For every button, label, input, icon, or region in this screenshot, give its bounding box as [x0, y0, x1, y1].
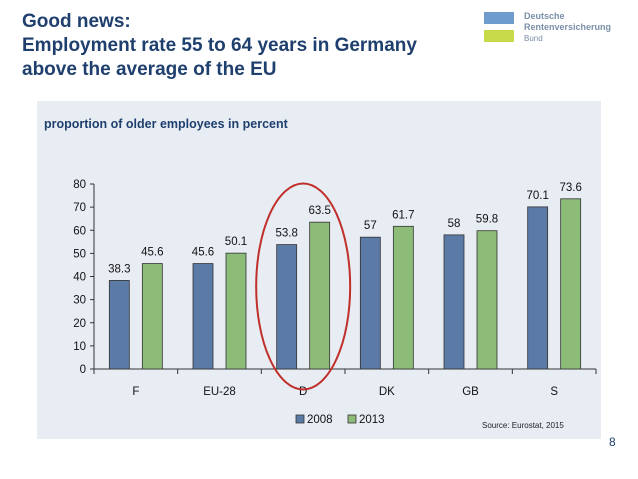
bar-2013-f — [141, 263, 163, 370]
y-tick-label: 30 — [73, 295, 86, 307]
data-label: 59.8 — [476, 214, 498, 226]
deutsche-rentenversicherung-logo: Deutsche Rentenversicherung Bund — [484, 11, 624, 48]
y-tick-label: 20 — [73, 318, 86, 330]
x-tick-label: EU-28 — [203, 386, 236, 398]
y-tick-label: 70 — [73, 202, 86, 214]
x-tick-label: DK — [379, 386, 395, 398]
y-tick-label: 0 — [80, 364, 86, 376]
page-number: 8 — [609, 435, 616, 449]
x-tick-label: D — [299, 386, 307, 398]
bar-2008-gb — [443, 234, 465, 370]
data-label: 45.6 — [141, 247, 163, 259]
legend-label-2008: 2008 — [307, 414, 333, 426]
legend-swatch-2008 — [295, 414, 305, 424]
bar-2008-dk — [359, 236, 381, 370]
data-label: 57 — [364, 220, 377, 232]
y-tick-label: 40 — [73, 272, 86, 284]
logo-line-1: Deutsche — [524, 11, 565, 21]
logo-line-2: Rentenversicherung — [524, 22, 612, 32]
bar-2008-s — [527, 206, 549, 370]
data-label: 61.7 — [392, 209, 414, 221]
legend-swatch-2013 — [347, 414, 357, 424]
logo-line-3: Bund — [524, 34, 543, 43]
slide-title: Good news: Employment rate 55 to 64 year… — [22, 10, 462, 82]
x-tick-label: F — [132, 386, 139, 398]
bar-2013-gb — [476, 230, 498, 370]
bar-2008-eu-28 — [192, 263, 214, 370]
chart-title: proportion of older employees in percent — [44, 117, 288, 131]
bar-2013-dk — [392, 225, 414, 370]
x-tick-label: S — [550, 386, 558, 398]
logo-green-bar — [484, 30, 514, 42]
bar-2008-d — [276, 244, 298, 370]
y-tick-label: 10 — [73, 341, 86, 353]
y-tick-label: 60 — [73, 225, 86, 237]
x-tick-label: GB — [462, 386, 479, 398]
bar-2013-s — [560, 198, 582, 370]
bar-2013-eu-28 — [225, 252, 247, 370]
title-line-2: Employment rate 55 to 64 years in German… — [22, 35, 417, 56]
title-line-1: Good news: — [22, 11, 131, 32]
source-note: Source: Eurostat, 2015 — [482, 421, 564, 430]
logo-text: Deutsche Rentenversicherung Bund — [524, 11, 611, 44]
highlight-ellipse — [255, 182, 352, 391]
data-label: 38.3 — [108, 263, 130, 275]
legend-label-2013: 2013 — [359, 414, 385, 426]
data-label: 53.8 — [275, 228, 297, 240]
data-label: 50.1 — [225, 236, 247, 248]
data-label: 73.6 — [559, 182, 581, 194]
data-label: 45.6 — [192, 247, 214, 259]
y-tick-label: 80 — [73, 179, 86, 191]
bar-2013-d — [309, 221, 331, 370]
logo-blue-bar — [484, 12, 514, 24]
data-label: 70.1 — [526, 190, 548, 202]
data-label: 58 — [448, 218, 461, 230]
data-label: 63.5 — [308, 205, 330, 217]
bar-2008-f — [108, 280, 130, 370]
y-tick-label: 50 — [73, 248, 86, 260]
title-line-3: above the average of the EU — [22, 59, 277, 80]
